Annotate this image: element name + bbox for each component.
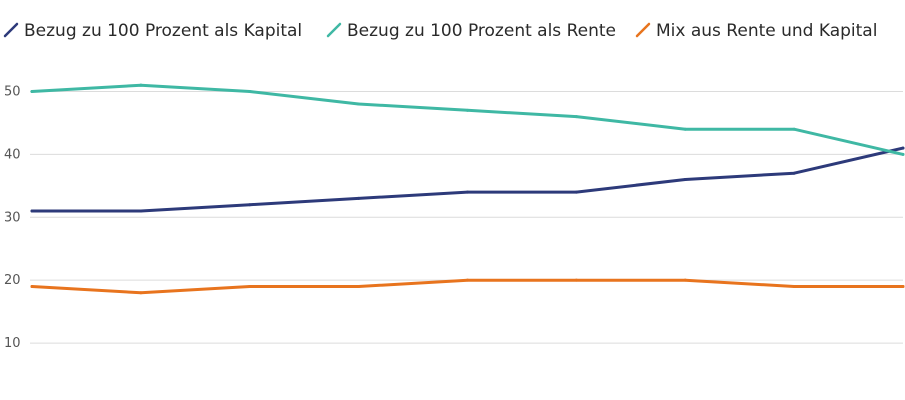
legend-item: Mix aus Rente und Kapital — [635, 21, 877, 41]
series-line — [30, 146, 905, 213]
series-line — [30, 83, 905, 156]
y-tick-label: 20 — [4, 273, 21, 288]
data-point — [901, 146, 905, 150]
y-tick-label: 40 — [4, 147, 21, 162]
data-point — [683, 127, 687, 131]
legend-swatch — [635, 22, 651, 38]
data-point — [139, 83, 143, 87]
series-group — [30, 146, 905, 213]
y-tick-label: 10 — [4, 336, 21, 351]
legend-label: Bezug zu 100 Prozent als Kapital — [24, 21, 302, 41]
data-point — [357, 196, 361, 200]
data-point — [683, 178, 687, 182]
legend-swatch — [3, 22, 19, 38]
data-point — [139, 209, 143, 213]
legend-label: Bezug zu 100 Prozent als Rente — [347, 21, 616, 41]
data-point — [248, 203, 252, 207]
data-point — [30, 284, 34, 288]
chart-grid — [30, 90, 903, 344]
y-axis: 10 20 30 40 50 — [4, 84, 21, 351]
legend-item: Bezug zu 100 Prozent als Rente — [326, 21, 616, 41]
legend-item: Bezug zu 100 Prozent als Kapital — [3, 21, 302, 41]
series-group — [30, 278, 905, 295]
legend-swatch — [326, 22, 342, 38]
data-point — [30, 209, 34, 213]
data-point — [574, 190, 578, 194]
data-point — [574, 115, 578, 119]
data-point — [792, 284, 796, 288]
data-point — [792, 171, 796, 175]
data-point — [683, 278, 687, 282]
data-point — [792, 127, 796, 131]
data-point — [901, 152, 905, 156]
data-point — [466, 190, 469, 194]
y-tick-label: 50 — [4, 84, 21, 99]
legend-label: Mix aus Rente und Kapital — [656, 21, 877, 41]
data-point — [901, 284, 905, 288]
data-point — [357, 102, 361, 106]
data-point — [248, 284, 252, 288]
data-point — [466, 278, 469, 282]
chart-series — [30, 83, 905, 295]
data-point — [466, 108, 469, 112]
series-group — [30, 83, 905, 156]
data-point — [357, 284, 361, 288]
data-point — [574, 278, 578, 282]
data-point — [30, 89, 34, 93]
chart-legend: Bezug zu 100 Prozent als Kapital Bezug zu… — [3, 21, 877, 41]
data-point — [248, 89, 252, 93]
y-tick-label: 30 — [4, 210, 21, 225]
series-line — [30, 278, 905, 295]
data-point — [139, 291, 143, 295]
